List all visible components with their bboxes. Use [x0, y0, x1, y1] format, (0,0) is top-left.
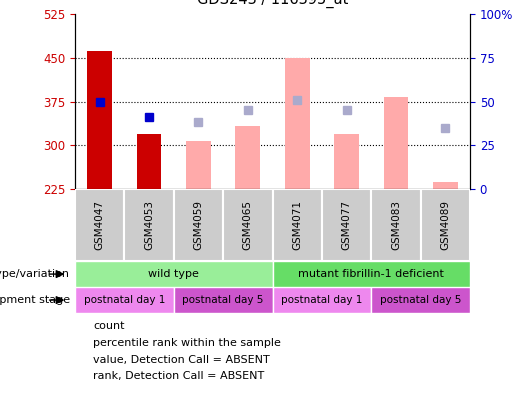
Text: GSM4077: GSM4077 — [341, 200, 352, 250]
Bar — [186, 141, 211, 189]
Bar — [75, 261, 272, 287]
Text: percentile rank within the sample: percentile rank within the sample — [93, 338, 281, 348]
Bar — [75, 287, 174, 313]
Bar — [384, 97, 408, 189]
Bar — [174, 287, 272, 313]
Text: rank, Detection Call = ABSENT: rank, Detection Call = ABSENT — [93, 371, 264, 381]
Bar — [136, 134, 161, 189]
Text: GDS243 / 116395_at: GDS243 / 116395_at — [197, 0, 348, 8]
Bar — [371, 287, 470, 313]
Bar — [125, 189, 174, 261]
Bar — [88, 51, 112, 189]
Text: GSM4053: GSM4053 — [144, 200, 154, 250]
Bar — [272, 287, 371, 313]
Text: GSM4059: GSM4059 — [194, 200, 203, 250]
Text: value, Detection Call = ABSENT: value, Detection Call = ABSENT — [93, 355, 270, 365]
Text: wild type: wild type — [148, 269, 199, 279]
Bar — [223, 189, 272, 261]
Bar — [272, 189, 322, 261]
Bar — [334, 134, 359, 189]
Text: GSM4047: GSM4047 — [95, 200, 105, 250]
Text: count: count — [93, 322, 125, 331]
Bar — [174, 189, 223, 261]
Bar — [235, 126, 260, 189]
Text: development stage: development stage — [0, 295, 70, 305]
Text: postnatal day 5: postnatal day 5 — [182, 295, 264, 305]
Text: postnatal day 1: postnatal day 1 — [281, 295, 363, 305]
Text: genotype/variation: genotype/variation — [0, 269, 70, 279]
Bar — [421, 189, 470, 261]
Bar — [75, 189, 125, 261]
Text: GSM4065: GSM4065 — [243, 200, 253, 250]
Bar — [371, 189, 421, 261]
Bar — [322, 189, 371, 261]
Bar — [433, 182, 458, 189]
Bar — [272, 261, 470, 287]
Bar — [285, 58, 310, 189]
Text: GSM4083: GSM4083 — [391, 200, 401, 250]
Text: mutant fibrillin-1 deficient: mutant fibrillin-1 deficient — [298, 269, 444, 279]
Text: postnatal day 5: postnatal day 5 — [380, 295, 461, 305]
Text: GSM4071: GSM4071 — [292, 200, 302, 250]
Text: postnatal day 1: postnatal day 1 — [83, 295, 165, 305]
Text: GSM4089: GSM4089 — [440, 200, 450, 250]
